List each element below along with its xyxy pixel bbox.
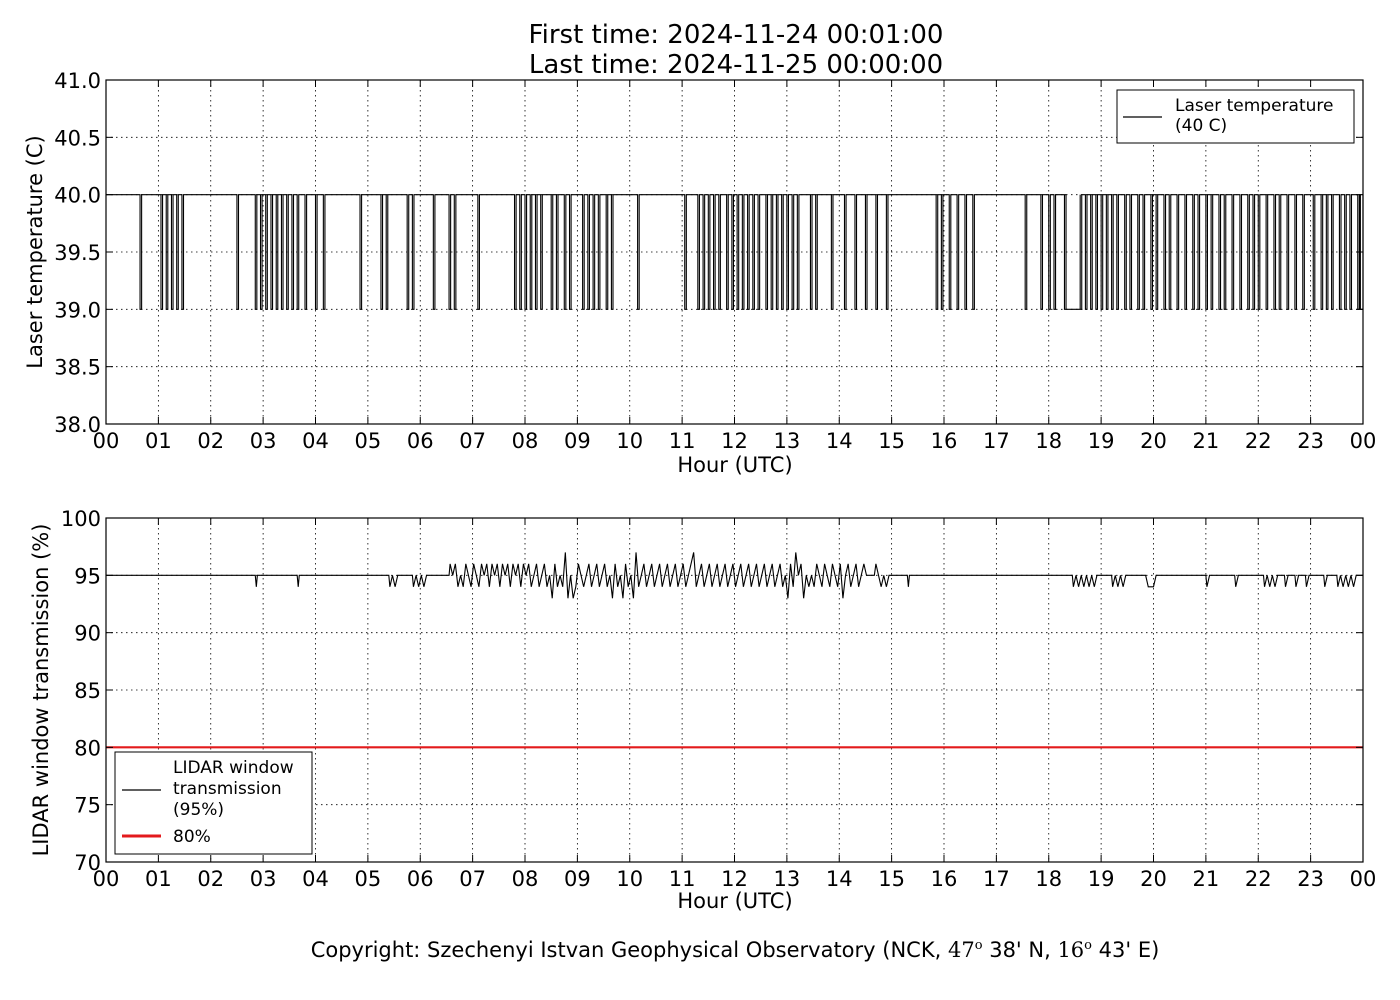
latitude-minutes: 38' N,: [983, 938, 1058, 962]
bottom-legend-label-2: 80%: [173, 827, 211, 847]
longitude-degrees: 16: [1057, 938, 1084, 962]
y-tick-label: 39.5: [54, 241, 101, 265]
title-line-1: First time: 2024-11-24 00:01:00: [529, 20, 944, 50]
x-tick-label: 17: [983, 867, 1010, 891]
x-tick-label: 02: [197, 429, 224, 453]
x-tick-label: 02: [197, 867, 224, 891]
x-tick-label: 16: [931, 867, 958, 891]
x-tick-label: 09: [564, 429, 591, 453]
x-tick-label: 22: [1245, 867, 1272, 891]
x-tick-label: 00: [1350, 867, 1377, 891]
x-tick-label: 21: [1193, 867, 1220, 891]
y-tick-label: 38.0: [54, 413, 101, 437]
x-tick-label: 20: [1140, 867, 1167, 891]
x-tick-label: 12: [721, 429, 748, 453]
x-tick-label: 19: [1088, 867, 1115, 891]
x-tick-label: 16: [931, 429, 958, 453]
x-tick-label: 18: [1035, 867, 1062, 891]
lidar-transmission-line: [106, 552, 1363, 599]
latitude-degree-mark: o: [975, 938, 983, 953]
top-x-ticks: 00 01 02 03 04 05 06 07 08 09 10 11 12 13 14 15 16 17 18 19…: [93, 80, 1377, 453]
x-tick-label: 17: [983, 429, 1010, 453]
y-tick-label: 100: [61, 507, 101, 531]
top-legend-label-1: Laser temperature: [1175, 96, 1333, 116]
y-tick-label: 41.0: [54, 69, 101, 93]
x-tick-label: 12: [721, 867, 748, 891]
x-tick-label: 10: [616, 867, 643, 891]
latitude-degrees: 47: [948, 938, 975, 962]
y-tick-label: 90: [74, 622, 101, 646]
y-tick-label: 39.0: [54, 298, 101, 322]
y-tick-label: 70: [74, 851, 101, 875]
bottom-series: [106, 552, 1363, 749]
y-tick-label: 38.5: [54, 356, 101, 380]
x-tick-label: 11: [669, 867, 696, 891]
y-tick-label: 40.0: [54, 184, 101, 208]
x-tick-label: 01: [145, 429, 172, 453]
y-tick-label: 85: [74, 679, 101, 703]
top-series: [106, 194, 1364, 310]
x-tick-label: 04: [302, 867, 329, 891]
x-tick-label: 21: [1193, 429, 1220, 453]
bottom-y-ticks: 70 75 80 85 90 95 100: [61, 507, 1363, 875]
x-tick-label: 19: [1088, 429, 1115, 453]
x-tick-label: 15: [878, 429, 905, 453]
x-tick-label: 00: [93, 867, 120, 891]
bottom-x-axis-label: Hour (UTC): [677, 889, 792, 913]
x-tick-label: 14: [826, 429, 853, 453]
x-tick-label: 23: [1297, 867, 1324, 891]
bottom-legend-label-1c: (95%): [173, 800, 224, 820]
x-tick-label: 07: [459, 867, 486, 891]
top-legend-label-2: (40 C): [1175, 116, 1227, 136]
bottom-y-axis-label: LIDAR window transmission (%): [29, 524, 53, 857]
x-tick-label: 05: [355, 429, 382, 453]
x-tick-label: 11: [669, 429, 696, 453]
copyright-prefix: Copyright: Szechenyi Istvan Geophysical …: [311, 938, 948, 962]
x-tick-label: 20: [1140, 429, 1167, 453]
x-tick-label: 09: [564, 867, 591, 891]
x-tick-label: 03: [250, 429, 277, 453]
x-tick-label: 22: [1245, 429, 1272, 453]
x-tick-label: 03: [250, 867, 277, 891]
x-tick-label: 15: [878, 867, 905, 891]
top-legend-box: [1116, 89, 1355, 144]
longitude-degree-mark: o: [1084, 938, 1092, 953]
x-tick-label: 23: [1297, 429, 1324, 453]
longitude-minutes: 43' E): [1092, 938, 1159, 962]
y-tick-label: 75: [74, 794, 101, 818]
y-tick-label: 80: [74, 736, 101, 760]
laser-temperature-line: [106, 194, 1364, 310]
bottom-x-ticks: 00 01 02 03 04 05 06 07 08 09 10 11 12 13 14 15 16 17 18 19…: [93, 518, 1377, 891]
x-tick-label: 10: [616, 429, 643, 453]
y-tick-label: 95: [74, 564, 101, 588]
x-tick-label: 18: [1035, 429, 1062, 453]
y-tick-label: 40.5: [54, 126, 101, 150]
lidar-transmission-panel: 00 01 02 03 04 05 06 07 08 09 10 11 12 13 14 15 16 17 18 19…: [29, 507, 1376, 913]
top-x-axis-label: Hour (UTC): [677, 453, 792, 477]
x-tick-label: 08: [512, 867, 539, 891]
x-tick-label: 04: [302, 429, 329, 453]
bottom-legend-label-1a: LIDAR window: [173, 758, 294, 778]
x-tick-label: 05: [355, 867, 382, 891]
x-tick-label: 06: [407, 867, 434, 891]
title-line-2: Last time: 2024-11-25 00:00:00: [529, 50, 943, 80]
bottom-legend: LIDAR window transmission (95%) 80%: [114, 751, 313, 855]
top-legend: Laser temperature (40 C): [1116, 89, 1355, 144]
top-y-ticks: 38.0 38.5 39.0 39.5 40.0 40.5 41.0: [54, 69, 1363, 437]
x-tick-label: 06: [407, 429, 434, 453]
x-tick-label: 01: [145, 867, 172, 891]
x-tick-label: 14: [826, 867, 853, 891]
x-tick-label: 13: [774, 867, 801, 891]
x-tick-label: 13: [774, 429, 801, 453]
x-tick-label: 00: [1350, 429, 1377, 453]
x-tick-label: 08: [512, 429, 539, 453]
laser-temperature-panel: 00 01 02 03 04 05 06 07 08 09 10 11 12 13 14 15 16 17 18 19…: [23, 69, 1376, 477]
copyright-text: Copyright: Szechenyi Istvan Geophysical …: [311, 938, 1160, 962]
top-y-axis-label: Laser temperature (C): [23, 135, 47, 368]
bottom-legend-label-1b: transmission: [173, 779, 282, 799]
x-tick-label: 07: [459, 429, 486, 453]
x-tick-label: 00: [93, 429, 120, 453]
